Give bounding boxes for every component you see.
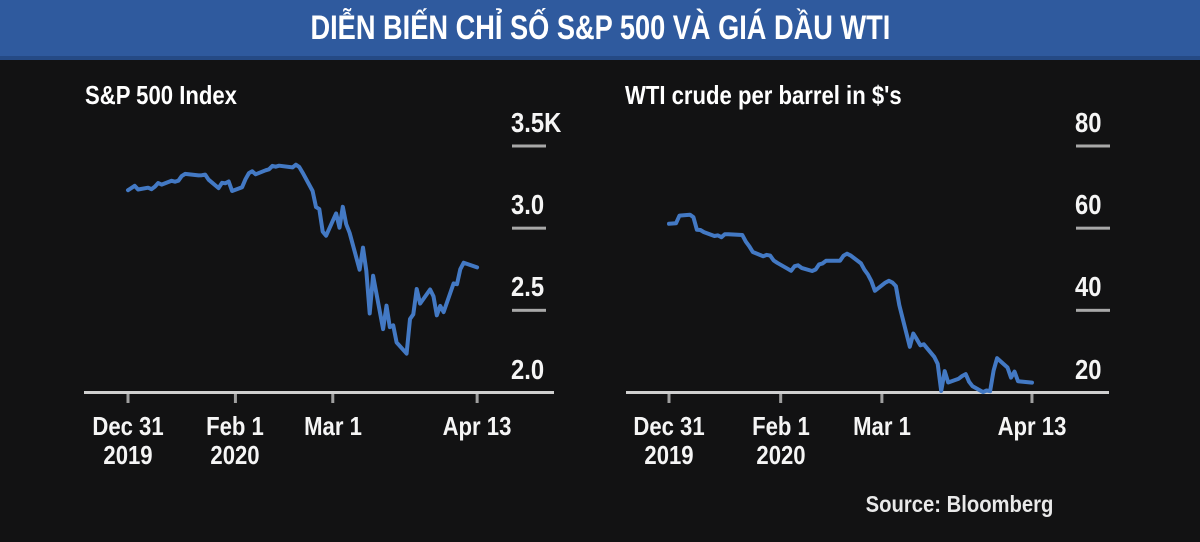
sp500-x-axis-tick: [233, 394, 237, 403]
charts-canvas: [84, 144, 1110, 403]
source-attribution: Source: Bloomberg: [865, 491, 1053, 517]
wti-chart-title: WTI crude per barrel in $'s: [625, 80, 902, 110]
wti-x-axis-tick: [667, 394, 671, 403]
sp500-y-tick-dash: [512, 226, 546, 230]
sp500-y-tick-dash: [512, 144, 546, 148]
title-banner: DIỄN BIẾN CHỈ SỐ S&P 500 VÀ GIÁ DẦU WTI: [0, 0, 1200, 60]
wti-y-tick-dash: [1076, 144, 1110, 148]
sp500-x-axis-line: [84, 391, 554, 394]
sp500-y-tick-dash: [512, 308, 546, 312]
wti-x-axis-tick: [1030, 394, 1034, 403]
wti-y-tick-dash: [1076, 308, 1110, 312]
wti-price-line: [667, 212, 1034, 395]
banner-title: DIỄN BIẾN CHỈ SỐ S&P 500 VÀ GIÁ DẦU WTI: [310, 8, 890, 47]
sp500-chart-title: S&P 500 Index: [85, 80, 237, 110]
sp500-x-axis-tick: [475, 394, 479, 403]
wti-x-axis-tick: [880, 394, 884, 403]
wti-x-axis-tick: [779, 394, 783, 403]
charts-panel: S&P 500 Index WTI crude per barrel in $'…: [0, 60, 1200, 542]
sp500-price-line: [126, 162, 480, 356]
wti-x-axis-line: [626, 391, 1109, 394]
sp500-x-axis-tick: [331, 394, 335, 403]
wti-y-tick-dash: [1076, 226, 1110, 230]
sp500-x-axis-tick: [126, 394, 130, 403]
